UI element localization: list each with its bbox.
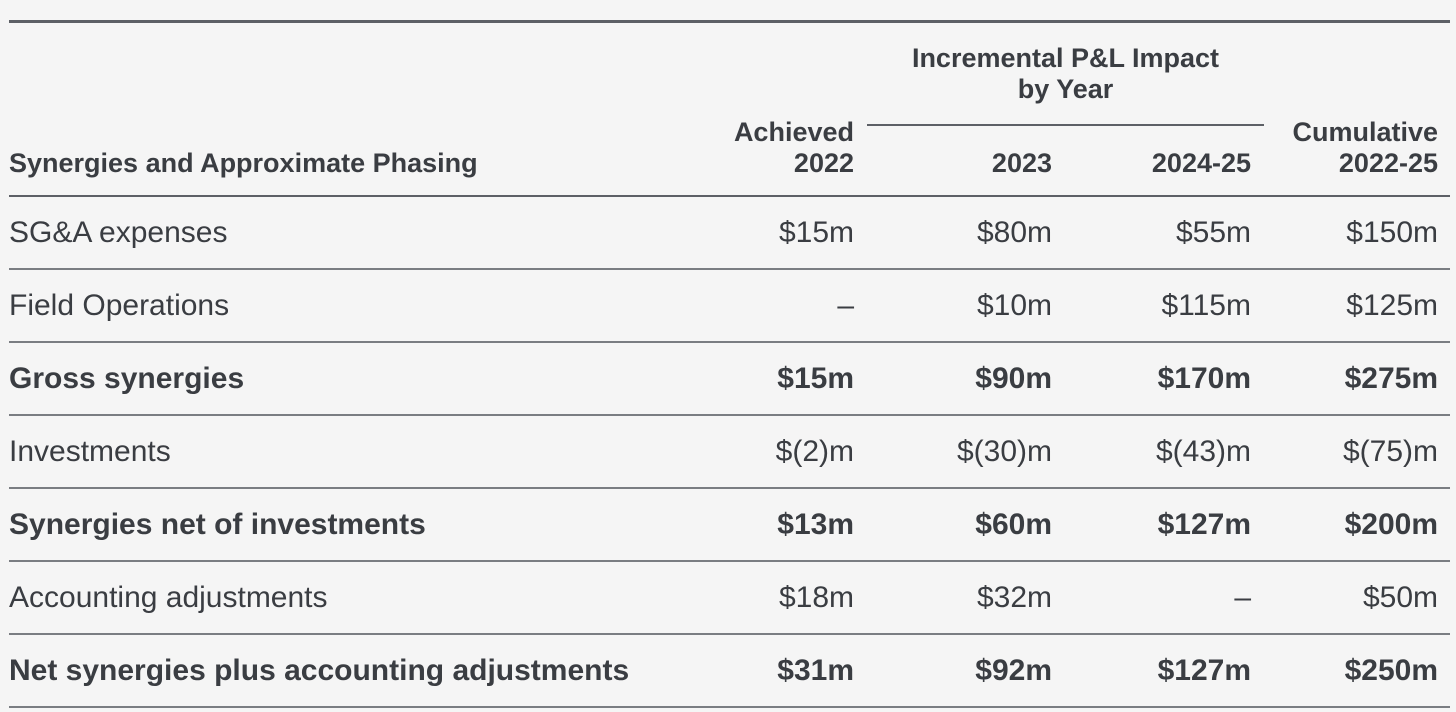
table-row-net-synergies-plus-accounting: Net synergies plus accounting adjustment… [9,635,1450,708]
cell-2024-25: $127m [1157,508,1251,541]
cell-cumulative: $(75)m [1342,435,1438,468]
table-row-investments: Investments $(2)m $(30)m $(43)m $(75)m [9,416,1450,489]
cell-2024-25: – [1234,581,1251,614]
cell-2024-25: $115m [1161,289,1251,322]
cell-achieved-2022: $15m [777,362,854,395]
cell-achieved-2022: $15m [778,216,854,249]
column-header-cumulative-line2: 2022-25 [1338,148,1438,178]
cell-2024-25: $55m [1175,216,1251,249]
column-header-row-label: Synergies and Approximate Phasing [9,148,478,178]
column-header-achieved-2022: Achieved 2022 [734,117,854,179]
cell-2023: $32m [976,581,1052,614]
column-header-cumulative-line1: Cumulative [1292,117,1438,147]
cell-achieved-2022: – [837,289,854,322]
group-title-line1: Incremental P&L Impact [911,43,1220,73]
cell-2023: $80m [976,216,1052,249]
group-header-incremental-pl-impact: Incremental P&L Impact by Year [869,43,1262,105]
cell-2023: $60m [975,508,1052,541]
cell-cumulative: $200m [1344,508,1438,541]
cell-cumulative: $250m [1344,654,1438,687]
row-label: Accounting adjustments [9,581,328,614]
row-label: Investments [9,435,171,468]
cell-cumulative: $275m [1344,362,1438,395]
cell-2023: $92m [975,654,1052,687]
column-header-2024-25: 2024-25 [1151,148,1251,178]
cell-2024-25: $127m [1157,654,1251,687]
table-row-synergies-net-of-investments: Synergies net of investments $13m $60m $… [9,489,1450,562]
table-row-accounting-adjustments: Accounting adjustments $18m $32m – $50m [9,562,1450,635]
cell-cumulative: $150m [1346,216,1438,249]
group-header-rule [867,124,1264,126]
column-header-achieved-line1: Achieved [733,117,854,147]
cell-2023: $(30)m [956,435,1052,468]
table-top-rule [9,20,1450,23]
cell-achieved-2022: $31m [777,654,854,687]
column-header-achieved-line2: 2022 [793,148,854,178]
cell-2024-25: $(43)m [1155,435,1251,468]
table-row-field-operations: Field Operations – $10m $115m $125m [9,270,1450,343]
cell-cumulative: $50m [1362,581,1438,614]
row-label: Gross synergies [9,362,245,395]
column-header-cumulative: Cumulative 2022-25 [1292,117,1438,179]
synergies-table: Incremental P&L Impact by Year Synergies… [9,20,1450,708]
row-label: Field Operations [9,289,230,322]
cell-achieved-2022: $(2)m [775,435,854,468]
group-title-line2: by Year [1017,74,1114,104]
cell-2023: $90m [975,362,1052,395]
table-row-gross-synergies: Gross synergies $15m $90m $170m $275m [9,343,1450,416]
row-label: Net synergies plus accounting adjustment… [9,654,630,687]
row-label: SG&A expenses [9,216,228,249]
table-header: Incremental P&L Impact by Year Synergies… [9,23,1450,197]
column-header-2023: 2023 [991,148,1052,178]
row-label: Synergies net of investments [9,508,426,541]
cell-2024-25: $170m [1157,362,1251,395]
cell-cumulative: $125m [1346,289,1438,322]
cell-achieved-2022: $13m [777,508,854,541]
table-row-sga-expenses: SG&A expenses $15m $80m $55m $150m [9,197,1450,270]
cell-2023: $10m [976,289,1052,322]
cell-achieved-2022: $18m [778,581,854,614]
